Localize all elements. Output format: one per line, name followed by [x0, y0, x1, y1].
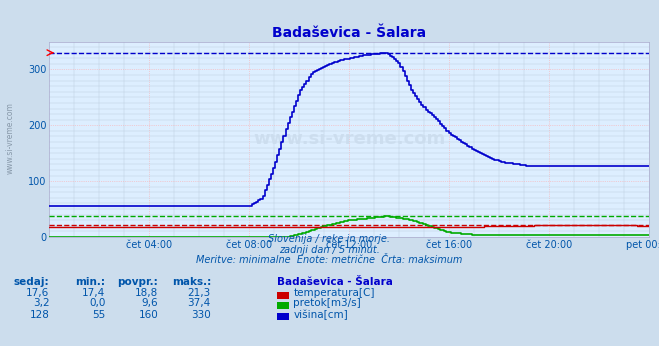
Text: povpr.:: povpr.:	[117, 277, 158, 288]
Text: 18,8: 18,8	[135, 288, 158, 298]
Text: Badaševica - Šalara: Badaševica - Šalara	[277, 277, 393, 288]
Text: temperatura[C]: temperatura[C]	[293, 288, 375, 298]
Text: višina[cm]: višina[cm]	[293, 309, 348, 320]
Text: 17,6: 17,6	[26, 288, 49, 298]
Text: 0,0: 0,0	[89, 298, 105, 308]
Text: 3,2: 3,2	[33, 298, 49, 308]
Text: 128: 128	[30, 310, 49, 320]
Text: 21,3: 21,3	[188, 288, 211, 298]
Text: 9,6: 9,6	[142, 298, 158, 308]
Text: pretok[m3/s]: pretok[m3/s]	[293, 298, 361, 308]
Title: Badaševica - Šalara: Badaševica - Šalara	[272, 26, 426, 40]
Text: www.si-vreme.com: www.si-vreme.com	[253, 130, 445, 148]
Text: 160: 160	[138, 310, 158, 320]
Text: min.:: min.:	[75, 277, 105, 288]
Text: 55: 55	[92, 310, 105, 320]
Text: sedaj:: sedaj:	[14, 277, 49, 288]
Text: 37,4: 37,4	[188, 298, 211, 308]
Text: 17,4: 17,4	[82, 288, 105, 298]
Text: www.si-vreme.com: www.si-vreme.com	[5, 102, 14, 174]
Text: Slovenija / reke in morje.: Slovenija / reke in morje.	[268, 234, 391, 244]
Text: Meritve: minimalne  Enote: metrične  Črta: maksimum: Meritve: minimalne Enote: metrične Črta:…	[196, 255, 463, 265]
Text: zadnji dan / 5 minut.: zadnji dan / 5 minut.	[279, 245, 380, 255]
Text: maks.:: maks.:	[171, 277, 211, 288]
Text: 330: 330	[191, 310, 211, 320]
